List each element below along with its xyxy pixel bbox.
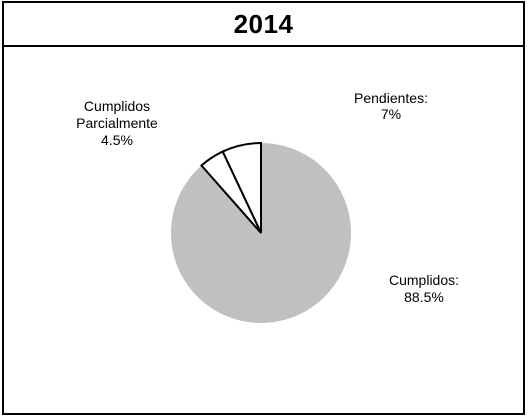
slice-label-cumplidos-parcialmente: Cumplidos Parcialmente 4.5% [76,98,158,148]
slice-label-pendientes-name: Pendientes: [354,90,428,106]
slice-label-cumplidos: Cumplidos: 88.5% [389,272,459,305]
slice-label-pendientes-value: 7% [381,106,401,122]
chart-title: 2014 [233,8,294,39]
slice-label-cumplidos-parcialmente-name-line2: Parcialmente [76,115,158,131]
slice-label-pendientes: Pendientes: 7% [354,90,428,122]
slice-label-cumplidos-name: Cumplidos: [389,272,459,288]
slice-label-cumplidos-parcialmente-name-line1: Cumplidos [84,98,150,114]
pie-slices [170,141,351,323]
pie-slice-cumplidos-parcialmente [200,150,262,234]
title-band: 2014 [4,3,523,47]
slice-label-cumplidos-value: 88.5% [404,289,444,305]
slice-label-cumplidos-parcialmente-value: 4.5% [101,132,133,148]
